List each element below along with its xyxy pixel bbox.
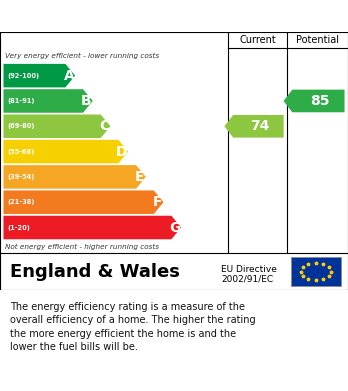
- Text: (92-100): (92-100): [8, 73, 40, 79]
- Text: Current: Current: [239, 35, 276, 45]
- Bar: [291, 256, 341, 286]
- Polygon shape: [3, 115, 110, 138]
- Text: Energy Efficiency Rating: Energy Efficiency Rating: [10, 9, 232, 23]
- Text: C: C: [99, 119, 109, 133]
- Text: B: B: [81, 94, 92, 108]
- Polygon shape: [3, 140, 128, 163]
- Text: F: F: [152, 195, 162, 209]
- Text: 74: 74: [251, 119, 270, 133]
- Polygon shape: [3, 165, 146, 189]
- Polygon shape: [3, 64, 75, 88]
- Text: E: E: [135, 170, 144, 184]
- Text: Potential: Potential: [296, 35, 339, 45]
- Text: 85: 85: [310, 94, 330, 108]
- Text: A: A: [63, 69, 74, 83]
- Polygon shape: [3, 89, 93, 113]
- Polygon shape: [224, 115, 284, 138]
- Text: England & Wales: England & Wales: [10, 262, 180, 281]
- Text: (21-38): (21-38): [8, 199, 35, 205]
- Text: 2002/91/EC: 2002/91/EC: [221, 274, 273, 283]
- Text: D: D: [116, 145, 128, 159]
- Text: The energy efficiency rating is a measure of the
overall efficiency of a home. T: The energy efficiency rating is a measur…: [10, 302, 256, 352]
- Text: (69-80): (69-80): [8, 123, 35, 129]
- Text: (55-68): (55-68): [8, 149, 35, 154]
- Text: (39-54): (39-54): [8, 174, 35, 180]
- Text: Not energy efficient - higher running costs: Not energy efficient - higher running co…: [5, 244, 159, 249]
- Text: (81-91): (81-91): [8, 98, 35, 104]
- Text: G: G: [169, 221, 181, 235]
- Polygon shape: [3, 190, 164, 214]
- Polygon shape: [3, 216, 181, 239]
- Text: (1-20): (1-20): [8, 224, 31, 231]
- Text: EU Directive: EU Directive: [221, 265, 277, 274]
- Text: Very energy efficient - lower running costs: Very energy efficient - lower running co…: [5, 52, 159, 59]
- Polygon shape: [284, 90, 345, 112]
